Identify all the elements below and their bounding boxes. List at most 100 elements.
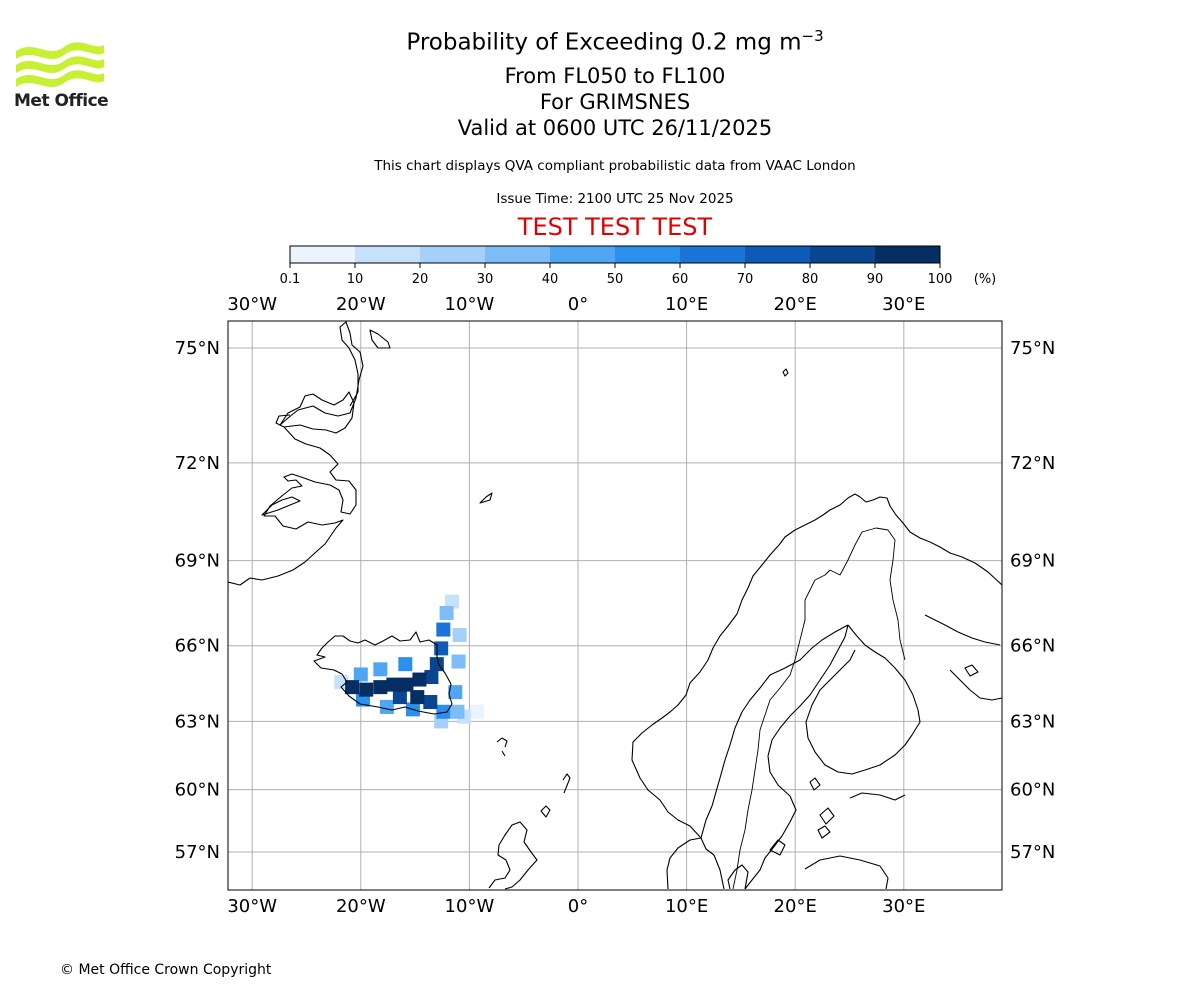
colorbar-bin — [420, 246, 486, 263]
plume-cell — [410, 690, 425, 705]
plume-cell — [451, 654, 466, 669]
colorbar-bins — [290, 246, 941, 263]
subtitle: This chart displays QVA compliant probab… — [374, 158, 856, 174]
y-tick-label-right: 69°N — [1010, 551, 1055, 572]
plume-cell — [470, 704, 485, 719]
x-tick-label-bottom: 10°W — [445, 896, 495, 917]
x-tick-label-top: 10°E — [665, 294, 708, 315]
coast-scotland — [488, 821, 538, 890]
coast-baltic-islands — [809, 777, 835, 839]
location: For GRIMSNES — [539, 90, 691, 114]
y-tick-label-right: 72°N — [1010, 453, 1055, 474]
colorbar-tick-label: 10 — [347, 272, 364, 287]
y-tick-label-left: 63°N — [175, 711, 220, 732]
x-tick-label-bottom: 30°W — [227, 896, 277, 917]
x-tick-label-bottom: 20°E — [774, 896, 817, 917]
plume-cell — [450, 704, 465, 719]
copyright: © Met Office Crown Copyright — [60, 962, 272, 978]
x-tick-label-bottom: 0° — [568, 896, 588, 917]
coast-greenland-islands — [261, 414, 301, 516]
plume-cell — [436, 622, 451, 637]
colorbar-bin — [290, 246, 356, 263]
plume-cell — [345, 680, 360, 695]
met-office-logo — [16, 42, 104, 87]
y-tick-label-right: 57°N — [1010, 842, 1055, 863]
coast-sweden — [700, 624, 849, 890]
colorbar-bin — [745, 246, 811, 263]
y-tick-label-left: 60°N — [175, 780, 220, 801]
chart-title: Probability of Exceeding 0.2 mg m−3 — [0, 27, 1200, 56]
colorbar-bin — [355, 246, 421, 263]
colorbar-tick-label: 80 — [802, 272, 819, 287]
x-tick-label-top: 30°E — [882, 294, 925, 315]
y-tick-label-left: 69°N — [175, 551, 220, 572]
plume-cell — [445, 594, 460, 609]
y-tick-label-right: 75°N — [1010, 338, 1055, 359]
colorbar-bin — [875, 246, 941, 263]
coast-iceland — [313, 631, 453, 715]
colorbar-tick-label: 70 — [737, 272, 754, 287]
plume-cell — [436, 704, 451, 719]
x-tick-label-top: 30°W — [227, 294, 277, 315]
colorbar-tick-label: 0.1 — [280, 272, 301, 287]
title-main: Probability of Exceeding 0.2 mg m — [406, 29, 802, 56]
map-frame — [227, 320, 1003, 891]
colorbar-bin — [485, 246, 551, 263]
coast-norway — [631, 493, 1002, 890]
ash-plume — [334, 594, 485, 729]
valid-time: Valid at 0600 UTC 26/11/2025 — [457, 116, 773, 140]
x-tick-label-bottom: 20°W — [336, 896, 386, 917]
coast-shetland — [562, 773, 571, 794]
flight-levels: From FL050 to FL100 — [504, 64, 726, 88]
coast-russia-north — [924, 614, 1002, 701]
colorbar: 0.1 10 20 30 40 50 60 70 80 90 100 (%) — [280, 245, 997, 287]
colorbar-bin — [680, 246, 746, 263]
y-tick-label-right: 60°N — [1010, 780, 1055, 801]
plume-cell — [439, 605, 454, 620]
colorbar-tick-label: 60 — [672, 272, 689, 287]
y-tick-label-left: 66°N — [175, 636, 220, 657]
issue-time: Issue Time: 2100 UTC 25 Nov 2025 — [496, 191, 734, 207]
plume-cell — [423, 695, 438, 710]
plume-cell — [379, 699, 394, 714]
plume-cell — [373, 662, 388, 677]
coast-finland — [805, 624, 921, 775]
x-tick-label-top: 0° — [568, 294, 588, 315]
plume-cell — [392, 690, 407, 705]
plume-cell — [424, 670, 439, 685]
colorbar-ticks: 0.1 10 20 30 40 50 60 70 80 90 100 — [280, 263, 952, 287]
x-tick-label-top: 10°W — [445, 294, 495, 315]
colorbar-tick-label: 20 — [412, 272, 429, 287]
y-tick-label-right: 66°N — [1010, 636, 1055, 657]
coast-jan-mayen — [479, 492, 493, 504]
x-tick-label-bottom: 30°E — [882, 896, 925, 917]
coast-faroe — [496, 737, 508, 757]
y-tick-label-left: 75°N — [175, 338, 220, 359]
x-ticks-bottom: 30°W 20°W 10°W 0° 10°E 20°E 30°E — [227, 896, 925, 917]
colorbar-tick-label: 40 — [542, 272, 559, 287]
plume-cell — [452, 627, 467, 642]
colorbar-bin — [615, 246, 681, 263]
colorbar-unit: (%) — [974, 272, 997, 287]
colorbar-tick-label: 30 — [477, 272, 494, 287]
title-superscript: −3 — [801, 27, 824, 45]
plume-cell — [359, 682, 374, 697]
coast-denmark — [727, 839, 786, 890]
plume-cell — [434, 641, 449, 656]
colorbar-tick-label: 50 — [607, 272, 624, 287]
graticule — [228, 321, 1002, 890]
plume-cell — [399, 677, 414, 692]
y-ticks-right: 75°N 72°N 69°N 66°N 63°N 60°N 57°N — [1010, 338, 1055, 863]
y-ticks-left: 75°N 72°N 69°N 66°N 63°N 60°N 57°N — [175, 338, 220, 863]
colorbar-bin — [550, 246, 616, 263]
plume-cell — [386, 677, 401, 692]
plume-cell — [353, 667, 368, 682]
border-norway-sweden — [732, 569, 831, 890]
x-ticks-top: 30°W 20°W 10°W 0° 10°E 20°E 30°E — [227, 294, 925, 315]
y-tick-label-left: 57°N — [175, 842, 220, 863]
plume-cell — [373, 680, 388, 695]
coast-greenland — [228, 321, 391, 592]
x-tick-label-top: 20°E — [774, 294, 817, 315]
colorbar-tick-label: 90 — [867, 272, 884, 287]
